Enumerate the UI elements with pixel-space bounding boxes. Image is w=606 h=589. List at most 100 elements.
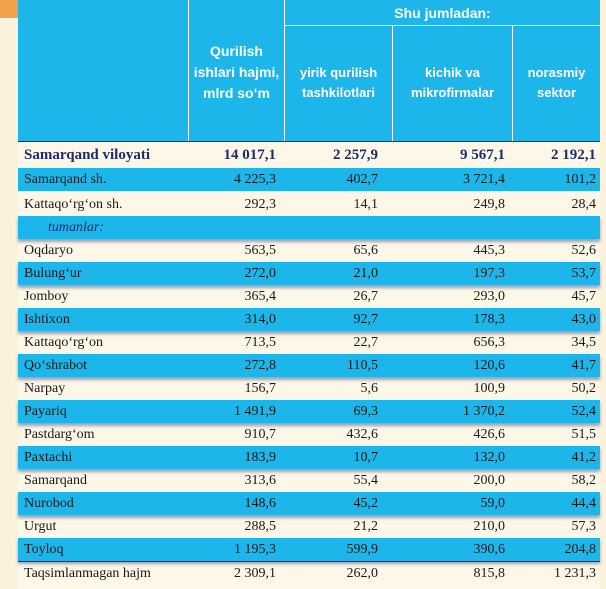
table-row: Pastdarg‘om 910,7 432,6 426,6 51,5	[18, 423, 600, 446]
cell-small: 656,3	[473, 334, 506, 350]
row-name: Pastdarg‘om	[24, 426, 95, 442]
cell-total: 4 225,3	[234, 171, 276, 187]
row-name: Nurobod	[24, 495, 74, 511]
cell-total: 1 491,9	[234, 403, 276, 419]
cell-total: 14 017,1	[223, 146, 277, 163]
cell-total: 292,3	[244, 196, 277, 212]
districts-label: tumanlar:	[48, 219, 104, 235]
table-row: Paxtachi 183,9 10,7 132,0 41,2	[18, 446, 600, 469]
cell-large: 2 257,9	[333, 146, 378, 163]
page-right-edge	[600, 0, 606, 589]
table-row: Payariq 1 491,9 69,3 1 370,2 52,4	[18, 400, 600, 423]
cell-informal: 45,7	[571, 288, 597, 304]
row-name: Kattaqo‘rg‘on sh.	[24, 196, 123, 212]
cell-informal: 58,2	[571, 472, 597, 488]
header-large-orgs: yirik qurilish tashkilotlari	[299, 65, 378, 100]
table-body: Samarqand viloyati 14 017,1 2 257,9 9 56…	[18, 141, 600, 585]
row-name: Qo‘shrabot	[24, 357, 87, 373]
cell-small: 445,3	[473, 242, 506, 258]
row-name: Oqdaryo	[24, 242, 73, 258]
cell-large: 21,2	[353, 518, 379, 534]
table-row: Jomboy 365,4 26,7 293,0 45,7	[18, 285, 600, 308]
cell-small: 200,0	[473, 472, 506, 488]
table-row-region: Samarqand viloyati 14 017,1 2 257,9 9 56…	[18, 141, 600, 168]
cell-informal: 28,4	[571, 196, 597, 212]
cell-total: 288,5	[244, 518, 277, 534]
cell-total: 272,0	[244, 265, 277, 281]
cell-informal: 57,3	[571, 518, 597, 534]
cell-large: 14,1	[353, 196, 379, 212]
row-name: Toyloq	[24, 541, 64, 557]
cell-large: 262,0	[346, 565, 379, 581]
table-row-unallocated: Taqsimlanmagan hajm 2 309,1 262,0 815,8 …	[18, 561, 600, 585]
cell-total: 365,4	[244, 288, 277, 304]
table-row: Bulung‘ur 272,0 21,0 197,3 53,7	[18, 262, 600, 285]
cell-large: 402,7	[346, 171, 379, 187]
header-total-volume: Qurilish ishlari hajmi, mlrd so‘m	[193, 43, 280, 101]
table-row: Nurobod 148,6 45,2 59,0 44,4	[18, 492, 600, 515]
cell-informal: 51,5	[571, 426, 597, 442]
cell-total: 563,5	[244, 242, 277, 258]
cell-small: 390,6	[473, 541, 506, 557]
header-divider-1	[188, 0, 189, 141]
row-name: Taqsimlanmagan hajm	[24, 565, 151, 581]
cell-informal: 34,5	[571, 334, 597, 350]
cell-small: 293,0	[473, 288, 506, 304]
header-group-title: Shu jumladan:	[394, 4, 491, 21]
cell-total: 156,7	[244, 380, 277, 396]
table-row: Kattaqo‘rg‘on sh. 292,3 14,1 249,8 28,4	[18, 193, 600, 216]
cell-informal: 41,7	[571, 357, 597, 373]
cell-total: 183,9	[244, 449, 277, 465]
cell-large: 69,3	[353, 403, 379, 419]
cell-total: 713,5	[244, 334, 277, 350]
cell-large: 599,9	[346, 541, 379, 557]
cell-informal: 43,0	[571, 311, 597, 327]
row-name: Payariq	[24, 403, 67, 419]
cell-small: 132,0	[473, 449, 506, 465]
cell-total: 910,7	[244, 426, 277, 442]
cell-large: 21,0	[353, 265, 379, 281]
row-name: Samarqand sh.	[24, 171, 107, 187]
cell-large: 432,6	[346, 426, 379, 442]
cell-informal: 2 192,1	[551, 146, 596, 163]
cell-informal: 204,8	[564, 541, 597, 557]
cell-small: 210,0	[473, 518, 506, 534]
table-row-districts-label: tumanlar:	[18, 216, 600, 239]
row-name: Jomboy	[24, 288, 69, 304]
cell-small: 120,6	[473, 357, 506, 373]
cell-large: 55,4	[353, 472, 379, 488]
table-row: Samarqand sh. 4 225,3 402,7 3 721,4 101,…	[18, 168, 600, 191]
district-rows: Oqdaryo 563,5 65,6 445,3 52,6 Bulung‘ur 272,0 2…	[18, 239, 600, 561]
row-name: Paxtachi	[24, 449, 73, 465]
table-row: Toyloq 1 195,3 599,9 390,6 204,8	[18, 538, 600, 561]
row-name: Samarqand	[24, 472, 87, 488]
header-divider-3	[392, 25, 393, 141]
cell-total: 1 195,3	[234, 541, 276, 557]
cell-small: 249,8	[473, 196, 506, 212]
cell-informal: 52,4	[571, 403, 597, 419]
cell-small: 426,6	[473, 426, 506, 442]
table-row: Kattaqo‘rg‘on 713,5 22,7 656,3 34,5	[18, 331, 600, 354]
page-left-edge	[0, 0, 18, 589]
table-header: Qurilish ishlari hajmi, mlrd so‘m Shu ju…	[18, 0, 600, 141]
cell-total: 272,8	[244, 357, 277, 373]
cell-large: 65,6	[353, 242, 379, 258]
cell-informal: 50,2	[571, 380, 597, 396]
cell-large: 5,6	[360, 380, 379, 396]
row-name: Ishtixon	[24, 311, 70, 327]
row-name: Narpay	[24, 380, 66, 396]
table-row: Oqdaryo 563,5 65,6 445,3 52,6	[18, 239, 600, 262]
cell-informal: 44,4	[571, 495, 597, 511]
cell-informal: 41,2	[571, 449, 597, 465]
cell-large: 22,7	[353, 334, 379, 350]
cell-total: 2 309,1	[234, 565, 276, 581]
table-row: Narpay 156,7 5,6 100,9 50,2	[18, 377, 600, 400]
cell-small: 197,3	[473, 265, 506, 281]
cell-small: 3 721,4	[463, 171, 505, 187]
cell-total: 313,6	[244, 472, 277, 488]
cell-large: 92,7	[353, 311, 379, 327]
row-name: Bulung‘ur	[24, 265, 82, 281]
cell-total: 314,0	[244, 311, 277, 327]
cell-informal: 52,6	[571, 242, 597, 258]
